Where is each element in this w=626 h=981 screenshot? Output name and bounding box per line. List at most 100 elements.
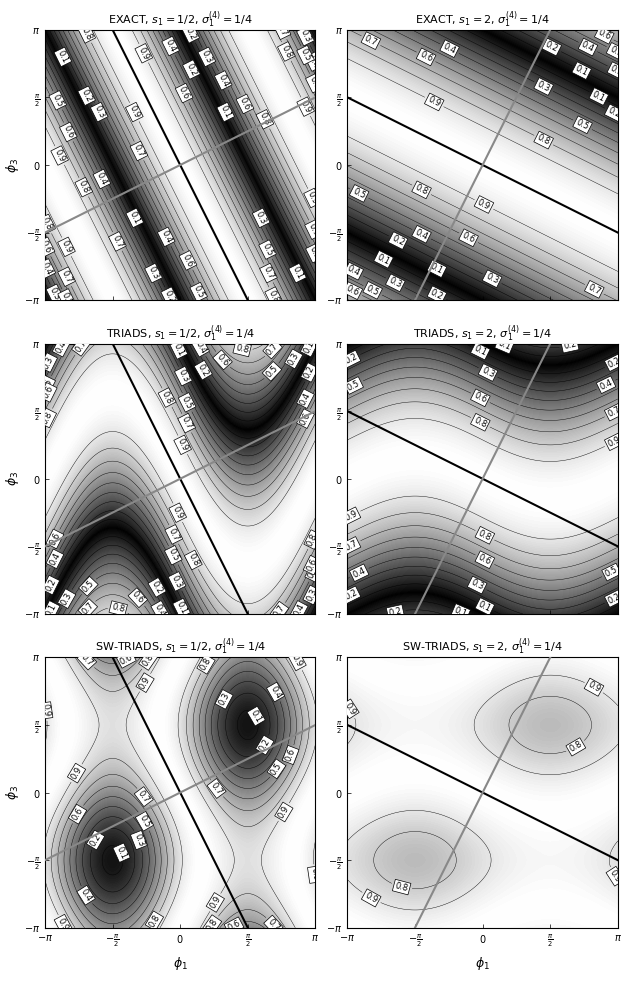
Title: SW-TRIADS, $s_1 = 2$, $\sigma_1^{(4)} = 1/4$: SW-TRIADS, $s_1 = 2$, $\sigma_1^{(4)} = … bbox=[402, 637, 563, 657]
Text: 0.7: 0.7 bbox=[265, 341, 280, 357]
Text: 0.3: 0.3 bbox=[177, 368, 190, 384]
Text: 0.1: 0.1 bbox=[429, 262, 445, 276]
Text: 0.5: 0.5 bbox=[307, 245, 321, 261]
Text: 0.1: 0.1 bbox=[44, 602, 58, 618]
Text: 0.4: 0.4 bbox=[346, 264, 362, 279]
Text: 0.2: 0.2 bbox=[388, 606, 403, 618]
Text: 0.6: 0.6 bbox=[61, 124, 75, 140]
Text: 0.7: 0.7 bbox=[606, 405, 622, 419]
Text: 0.8: 0.8 bbox=[477, 529, 493, 542]
Text: 0.9: 0.9 bbox=[59, 239, 73, 255]
Text: 0.5: 0.5 bbox=[40, 378, 54, 393]
Text: 0.1: 0.1 bbox=[302, 339, 316, 355]
Text: 0.2: 0.2 bbox=[607, 356, 622, 370]
Text: 0.8: 0.8 bbox=[40, 216, 54, 232]
Title: EXACT, $s_1 = 2$, $\sigma_1^{(4)} = 1/4$: EXACT, $s_1 = 2$, $\sigma_1^{(4)} = 1/4$ bbox=[415, 9, 550, 29]
Text: 0.1: 0.1 bbox=[376, 252, 391, 266]
Text: 0.2: 0.2 bbox=[257, 737, 272, 753]
Text: 0.8: 0.8 bbox=[187, 552, 200, 568]
Text: 0.3: 0.3 bbox=[146, 265, 160, 281]
Text: 0.1: 0.1 bbox=[591, 89, 607, 103]
Text: 0.7: 0.7 bbox=[272, 603, 287, 619]
Text: 0.6: 0.6 bbox=[70, 806, 85, 822]
Text: 0.9: 0.9 bbox=[53, 147, 66, 164]
Text: 0.6: 0.6 bbox=[345, 284, 361, 297]
Text: 0.1: 0.1 bbox=[172, 341, 186, 357]
Text: 0.7: 0.7 bbox=[307, 222, 321, 237]
Text: 0.8: 0.8 bbox=[414, 182, 429, 197]
Text: 0.9: 0.9 bbox=[127, 104, 141, 120]
Text: 0.9: 0.9 bbox=[426, 95, 442, 109]
Text: 0.3: 0.3 bbox=[536, 79, 552, 93]
Text: 0.1: 0.1 bbox=[574, 64, 590, 77]
Text: 0.5: 0.5 bbox=[260, 241, 275, 257]
Text: 0.5: 0.5 bbox=[365, 284, 381, 297]
Text: 0.4: 0.4 bbox=[299, 390, 312, 406]
Text: 0.8: 0.8 bbox=[111, 602, 126, 614]
Text: 0.5: 0.5 bbox=[299, 47, 312, 63]
Text: 0.8: 0.8 bbox=[205, 916, 220, 933]
Text: 0.5: 0.5 bbox=[346, 379, 362, 392]
Text: 0.3: 0.3 bbox=[132, 832, 145, 848]
Text: 0.2: 0.2 bbox=[88, 832, 103, 848]
Text: 0.7: 0.7 bbox=[136, 789, 151, 804]
Text: 0.3: 0.3 bbox=[59, 591, 74, 606]
Text: 0.4: 0.4 bbox=[307, 54, 321, 70]
Title: SW-TRIADS, $s_1 = 1/2$, $\sigma_1^{(4)} = 1/4$: SW-TRIADS, $s_1 = 1/2$, $\sigma_1^{(4)} … bbox=[95, 637, 266, 657]
Text: 0.4: 0.4 bbox=[580, 40, 596, 54]
Text: 0.9: 0.9 bbox=[290, 653, 304, 669]
Text: 0.6: 0.6 bbox=[39, 239, 53, 255]
Text: 0.5: 0.5 bbox=[575, 118, 590, 131]
Text: 0.2: 0.2 bbox=[544, 40, 560, 54]
Text: 0.4: 0.4 bbox=[159, 229, 173, 245]
Text: 0.8: 0.8 bbox=[536, 133, 552, 147]
Text: 0.8: 0.8 bbox=[258, 112, 272, 128]
Text: 0.7: 0.7 bbox=[265, 917, 281, 933]
Text: 0.2: 0.2 bbox=[607, 106, 622, 120]
Text: 0.4: 0.4 bbox=[598, 378, 614, 391]
Text: 0.6: 0.6 bbox=[226, 919, 242, 933]
Text: 0.6: 0.6 bbox=[473, 390, 488, 405]
Text: 0.4: 0.4 bbox=[292, 602, 306, 618]
Text: 0.9: 0.9 bbox=[299, 99, 312, 115]
Text: 0.1: 0.1 bbox=[496, 338, 512, 352]
Text: 0.4: 0.4 bbox=[351, 566, 367, 580]
Text: 0.2: 0.2 bbox=[390, 233, 406, 247]
Text: 0.3: 0.3 bbox=[484, 272, 500, 285]
Text: 0.1: 0.1 bbox=[249, 708, 264, 724]
Text: 0.3: 0.3 bbox=[254, 210, 268, 226]
Text: 0.3: 0.3 bbox=[170, 574, 184, 590]
Y-axis label: $\phi_3$: $\phi_3$ bbox=[4, 471, 21, 487]
Text: 0.9: 0.9 bbox=[309, 867, 320, 882]
Text: 0.7: 0.7 bbox=[363, 33, 379, 48]
Text: 0.5: 0.5 bbox=[137, 813, 151, 829]
Text: 0.9: 0.9 bbox=[586, 680, 602, 695]
Text: 0.7: 0.7 bbox=[343, 539, 359, 552]
Text: 0.8: 0.8 bbox=[198, 656, 213, 672]
Text: 0.4: 0.4 bbox=[48, 551, 62, 567]
Title: TRIADS, $s_1 = 1/2$, $\sigma_1^{(4)} = 1/4$: TRIADS, $s_1 = 1/2$, $\sigma_1^{(4)} = 1… bbox=[106, 323, 255, 343]
Text: 0.3: 0.3 bbox=[480, 366, 496, 380]
Text: 0.1: 0.1 bbox=[115, 845, 128, 860]
Text: 0.8: 0.8 bbox=[160, 389, 174, 405]
Text: 0.5: 0.5 bbox=[269, 761, 284, 777]
Text: 0.2: 0.2 bbox=[607, 592, 622, 605]
Text: 0.8: 0.8 bbox=[80, 26, 94, 41]
Text: 0.6: 0.6 bbox=[48, 531, 62, 546]
Text: 0.5: 0.5 bbox=[167, 547, 180, 563]
Text: 0.9: 0.9 bbox=[476, 197, 492, 212]
Text: 0.3: 0.3 bbox=[387, 276, 403, 289]
Text: 0.2: 0.2 bbox=[343, 588, 359, 601]
Text: 0.4: 0.4 bbox=[163, 38, 178, 54]
Text: 0.5: 0.5 bbox=[51, 92, 64, 108]
Text: 0.3: 0.3 bbox=[41, 354, 56, 371]
Text: 0.2: 0.2 bbox=[563, 339, 577, 351]
Text: 0.8: 0.8 bbox=[267, 288, 280, 304]
Text: 0.6: 0.6 bbox=[181, 252, 195, 269]
Text: 0.9: 0.9 bbox=[171, 505, 185, 521]
Text: 0.9: 0.9 bbox=[342, 701, 357, 717]
X-axis label: $\phi_1$: $\phi_1$ bbox=[475, 955, 490, 972]
Text: 0.6: 0.6 bbox=[461, 231, 476, 245]
Text: 0.4: 0.4 bbox=[79, 887, 93, 904]
Text: 0.6: 0.6 bbox=[118, 652, 135, 666]
